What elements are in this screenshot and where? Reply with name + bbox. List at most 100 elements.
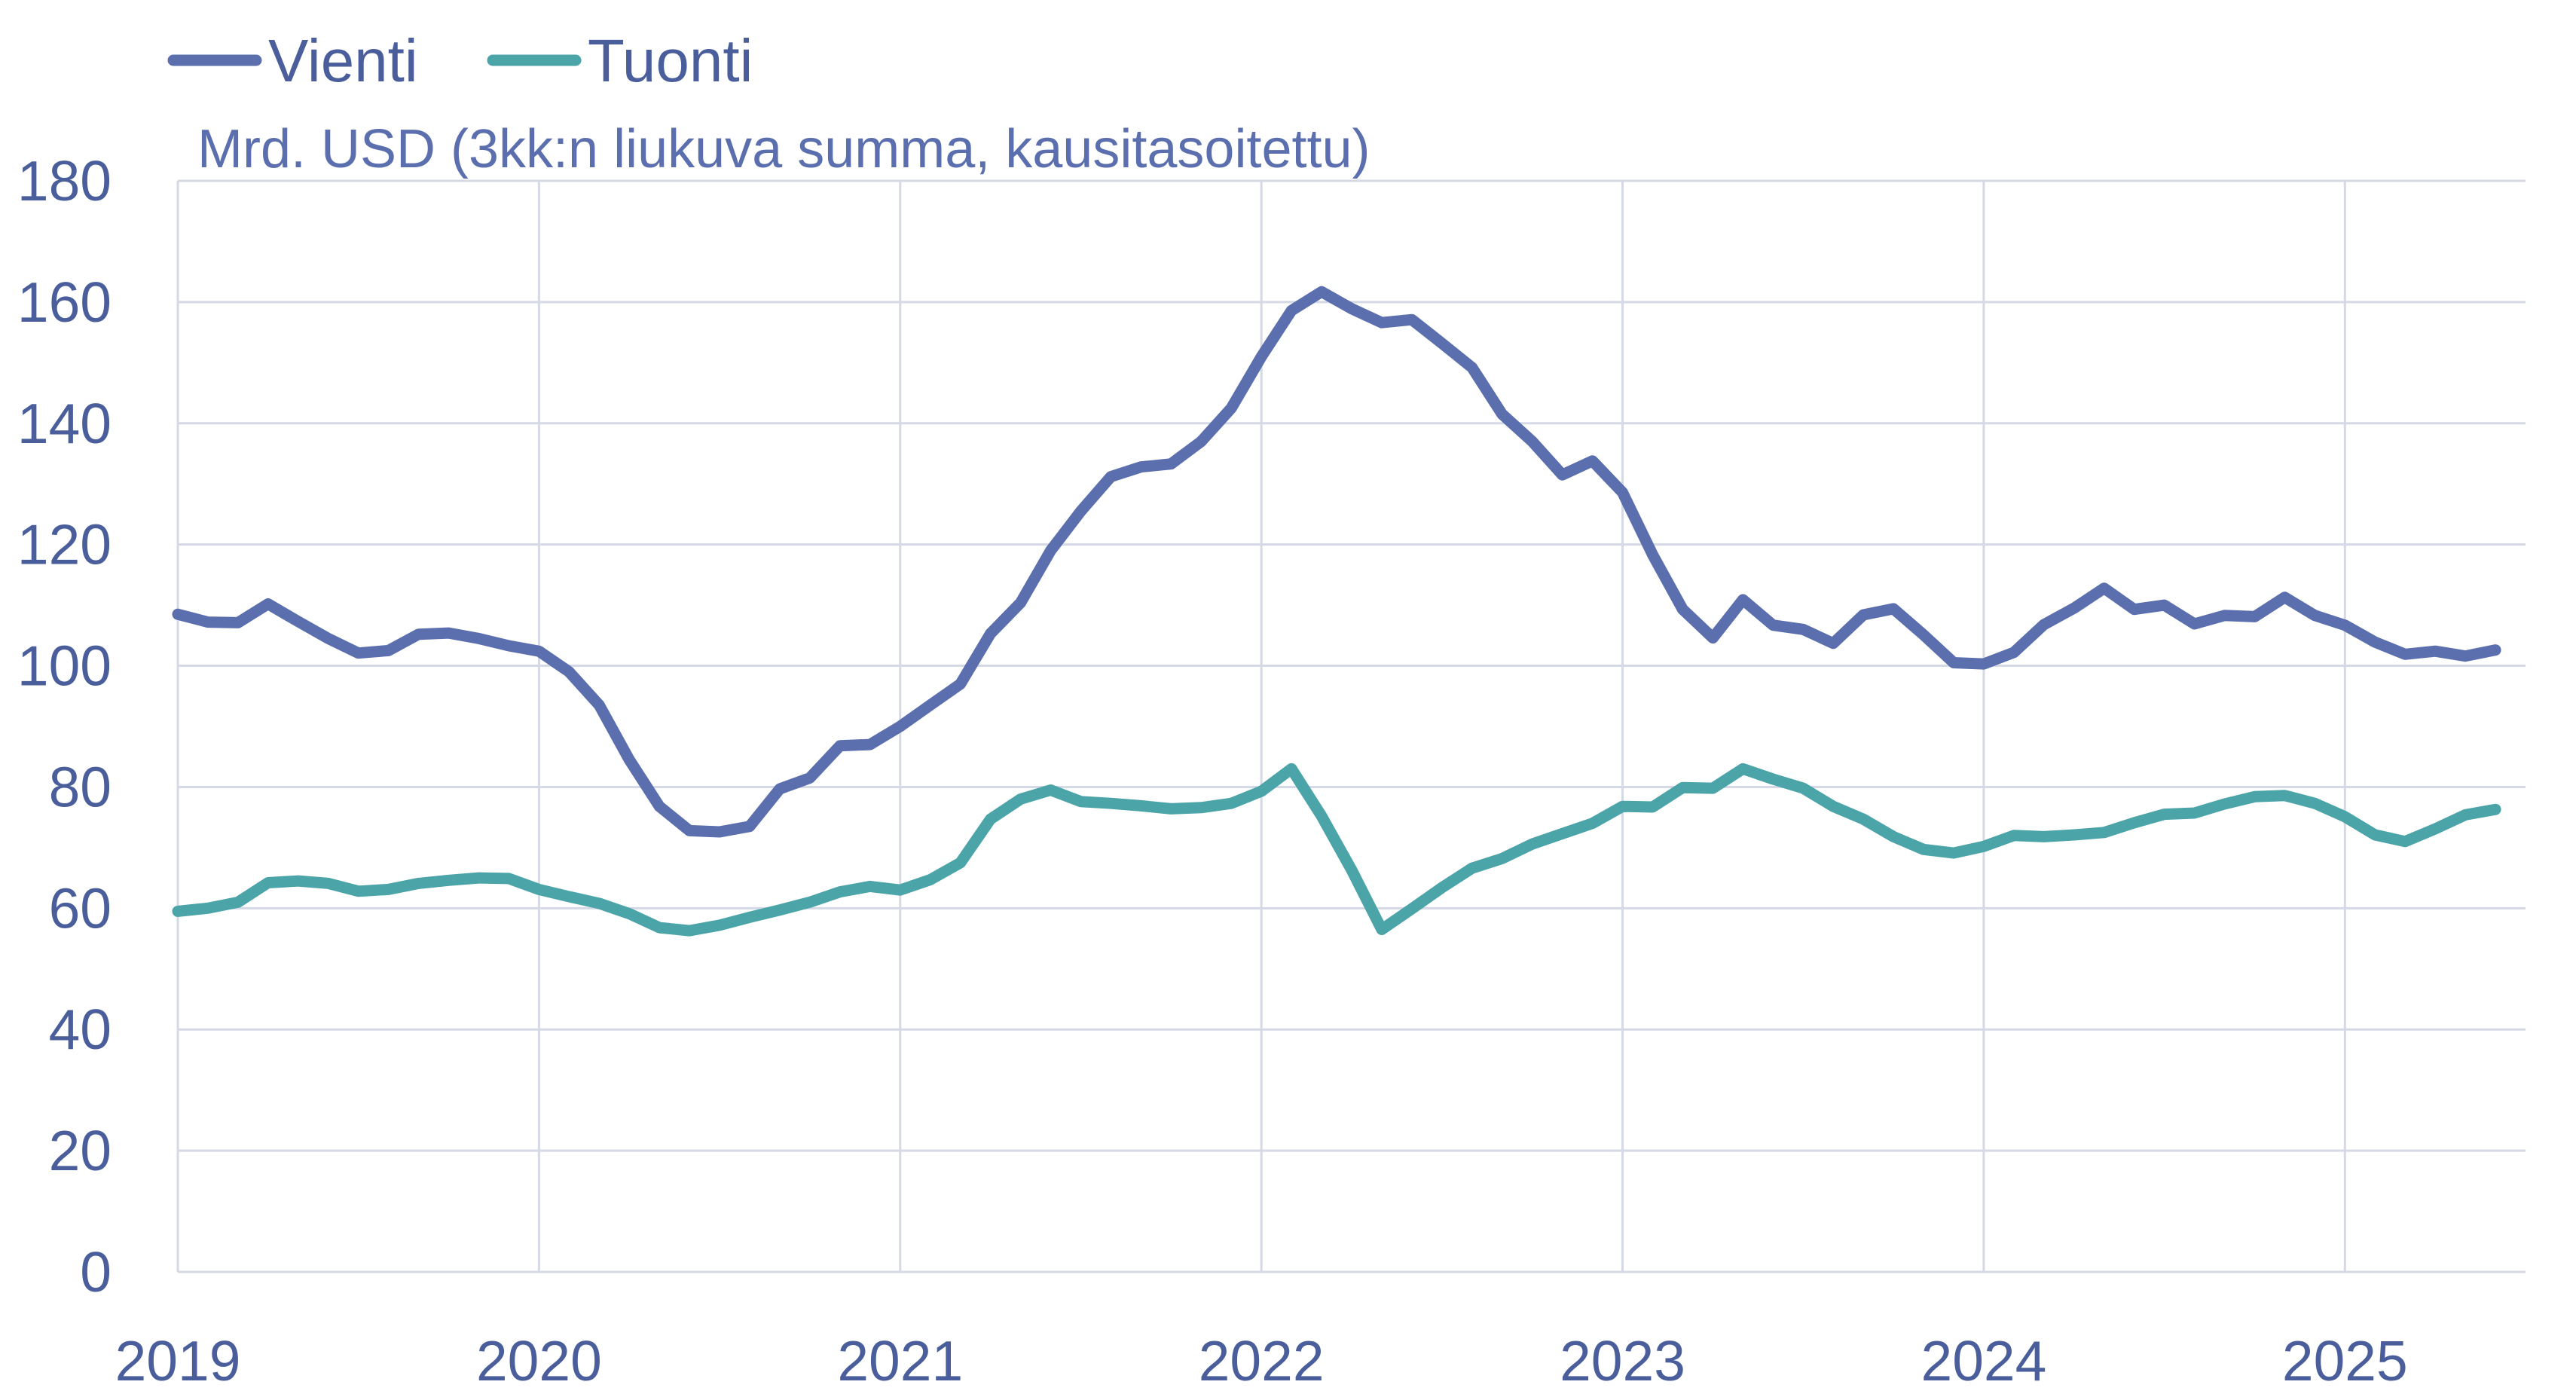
data-point-vienti bbox=[1076, 506, 1086, 516]
data-point-vienti bbox=[1407, 314, 1417, 325]
data-point-tuonti bbox=[1046, 785, 1056, 796]
data-point-tuonti bbox=[1076, 796, 1086, 807]
data-point-vienti bbox=[775, 784, 785, 794]
data-point-vienti bbox=[1256, 351, 1267, 362]
data-point-tuonti bbox=[2339, 812, 2350, 822]
data-point-tuonti bbox=[2309, 798, 2320, 809]
data-point-tuonti bbox=[1798, 783, 1808, 793]
data-point-vienti bbox=[1648, 549, 1658, 560]
data-point-vienti bbox=[263, 599, 273, 610]
data-point-vienti bbox=[383, 645, 394, 656]
data-point-tuonti bbox=[2220, 799, 2230, 809]
data-point-tuonti bbox=[594, 898, 604, 909]
data-point-tuonti bbox=[1737, 763, 1748, 774]
data-point-tuonti bbox=[503, 873, 514, 884]
data-point-vienti bbox=[1046, 546, 1056, 556]
data-point-tuonti bbox=[474, 873, 484, 883]
data-point-tuonti bbox=[2039, 831, 2049, 842]
y-tick-label: 0 bbox=[80, 1240, 112, 1304]
data-point-tuonti bbox=[1918, 844, 1929, 854]
data-point-tuonti bbox=[2099, 827, 2110, 838]
data-point-tuonti bbox=[1256, 786, 1267, 796]
x-tick-label: 2025 bbox=[2282, 1329, 2408, 1392]
data-point-vienti bbox=[1105, 472, 1116, 482]
data-point-tuonti bbox=[1346, 865, 1357, 876]
data-point-tuonti bbox=[835, 887, 845, 897]
data-point-vienti bbox=[2309, 610, 2320, 621]
data-point-vienti bbox=[805, 772, 815, 783]
data-point-tuonti bbox=[714, 920, 725, 931]
data-point-vienti bbox=[1677, 604, 1688, 615]
legend: Vienti Tuonti bbox=[167, 27, 753, 94]
data-point-tuonti bbox=[2400, 836, 2410, 847]
data-point-tuonti bbox=[955, 857, 966, 868]
data-point-tuonti bbox=[684, 925, 695, 936]
data-point-tuonti bbox=[2009, 830, 2019, 841]
data-point-tuonti bbox=[1105, 798, 1116, 809]
data-point-vienti bbox=[835, 741, 845, 751]
data-point-tuonti bbox=[895, 885, 906, 895]
data-point-vienti bbox=[714, 827, 725, 837]
data-point-vienti bbox=[173, 609, 183, 619]
data-point-vienti bbox=[503, 640, 514, 651]
data-point-tuonti bbox=[414, 878, 424, 888]
data-point-vienti bbox=[233, 617, 243, 628]
data-point-vienti bbox=[865, 739, 875, 750]
series-line-tuonti bbox=[172, 763, 2501, 937]
data-point-tuonti bbox=[2129, 818, 2140, 828]
data-point-vienti bbox=[1618, 488, 1628, 498]
data-point-vienti bbox=[414, 629, 424, 640]
data-point-vienti bbox=[1768, 620, 1778, 631]
axes: 0 20 40 60 80 100 120 140 160 180 2019 2020 2021 2022… bbox=[17, 149, 2408, 1392]
data-point-tuonti bbox=[2370, 830, 2380, 840]
data-point-tuonti bbox=[353, 886, 364, 897]
data-point-vienti bbox=[1557, 469, 1568, 480]
data-point-vienti bbox=[1587, 456, 1598, 466]
data-point-tuonti bbox=[865, 881, 875, 891]
y-tick-label: 80 bbox=[49, 755, 112, 818]
data-point-vienti bbox=[2009, 647, 2019, 658]
y-tick-label: 100 bbox=[17, 634, 112, 698]
data-point-vienti bbox=[2430, 646, 2440, 656]
data-point-tuonti bbox=[2250, 791, 2260, 802]
data-point-vienti bbox=[1979, 659, 1989, 669]
data-point-vienti bbox=[203, 617, 213, 628]
data-point-vienti bbox=[985, 628, 996, 639]
data-point-tuonti bbox=[1226, 798, 1236, 809]
data-point-tuonti bbox=[2189, 808, 2200, 818]
data-point-vienti bbox=[1918, 630, 1929, 640]
data-point-tuonti bbox=[323, 878, 334, 888]
data-point-vienti bbox=[1828, 638, 1838, 649]
data-point-vienti bbox=[624, 754, 634, 765]
data-point-vienti bbox=[2220, 610, 2230, 621]
data-point-vienti bbox=[474, 633, 484, 643]
data-point-tuonti bbox=[775, 905, 785, 916]
data-point-vienti bbox=[1135, 462, 1146, 472]
data-point-vienti bbox=[594, 700, 604, 711]
data-point-tuonti bbox=[263, 878, 273, 888]
data-point-vienti bbox=[2069, 603, 2079, 613]
data-point-vienti bbox=[2129, 604, 2140, 615]
data-point-tuonti bbox=[805, 897, 815, 907]
data-point-tuonti bbox=[2430, 824, 2440, 834]
data-point-vienti bbox=[1888, 604, 1899, 614]
data-point-tuonti bbox=[1979, 841, 1989, 851]
x-tick-label: 2023 bbox=[1560, 1329, 1685, 1392]
series-lines bbox=[172, 286, 2501, 937]
data-point-tuonti bbox=[1467, 863, 1477, 873]
data-point-tuonti bbox=[1858, 814, 1869, 824]
data-point-vienti bbox=[925, 700, 936, 711]
y-tick-label: 40 bbox=[49, 998, 112, 1061]
data-point-tuonti bbox=[925, 875, 936, 885]
y-tick-label: 180 bbox=[17, 149, 112, 212]
data-point-tuonti bbox=[1677, 782, 1688, 793]
data-point-tuonti bbox=[1377, 925, 1387, 935]
data-point-tuonti bbox=[744, 912, 755, 922]
data-point-tuonti bbox=[1407, 903, 1417, 914]
data-point-tuonti bbox=[1888, 831, 1899, 842]
data-point-vienti bbox=[2490, 645, 2501, 656]
data-point-vienti bbox=[2400, 649, 2410, 659]
data-point-vienti bbox=[323, 633, 334, 643]
